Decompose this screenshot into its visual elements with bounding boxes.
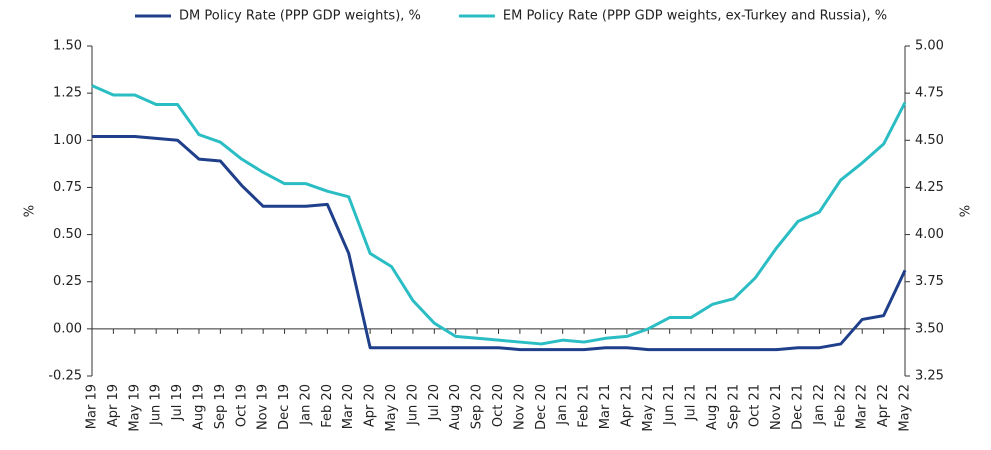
y2-tick-label: 4.00 [915,227,944,242]
x-tick-label: Feb 22 [833,384,848,428]
x-tick-label: Jan 20 [298,384,313,426]
y-tick-label: 0.50 [53,227,82,242]
y2-tick-label: 3.50 [915,321,944,336]
x-tick-label: Oct 20 [491,384,506,427]
x-tick-label: Apr 22 [876,384,891,427]
x-tick-label: Apr 21 [619,384,634,427]
x-tick-label: Oct 21 [748,384,763,427]
x-tick-label: Mar 22 [855,384,870,429]
y-tick-label: 0.00 [53,321,82,336]
y2-tick-label: 4.50 [915,133,944,148]
x-tick-label: Aug 20 [448,384,463,430]
x-tick-label: Apr 20 [363,384,378,427]
x-tick-label: May 19 [127,384,142,432]
y2-tick-label: 5.00 [915,39,944,54]
legend-label: EM Policy Rate (PPP GDP weights, ex-Turk… [503,9,887,24]
x-tick-label: Jan 22 [812,384,827,426]
x-tick-label: Aug 19 [191,384,206,430]
y2-axis-label: % [959,205,974,217]
x-tick-label: Dec 20 [534,384,549,430]
legend-label: DM Policy Rate (PPP GDP weights), % [179,9,421,24]
x-tick-label: Mar 21 [598,384,613,429]
x-tick-label: Dec 21 [791,384,806,430]
y-tick-label: 1.25 [53,86,82,101]
x-tick-label: Jul 19 [170,384,185,421]
x-tick-label: Sep 20 [470,384,485,429]
y-tick-label: -0.25 [48,369,82,384]
x-tick-label: May 22 [898,384,913,432]
x-tick-label: Dec 19 [277,384,292,430]
x-tick-label: Oct 19 [234,384,249,427]
x-tick-label: Mar 20 [341,384,356,429]
x-tick-label: Nov 21 [769,384,784,430]
x-tick-label: Jun 21 [662,384,677,426]
x-tick-label: Jun 19 [149,384,164,426]
x-tick-label: Jul 20 [427,384,442,421]
y2-tick-label: 4.75 [915,86,944,101]
line-series [92,135,907,352]
y2-tick-label: 4.25 [915,180,944,195]
y-tick-label: 1.50 [53,39,82,54]
x-tick-label: Jan 21 [555,384,570,426]
x-tick-label: Mar 19 [85,384,100,429]
y-axis-label: % [23,205,38,217]
y-tick-label: 0.75 [53,180,82,195]
x-tick-label: Feb 21 [577,384,592,428]
x-tick-label: Feb 20 [320,384,335,428]
x-tick-label: May 20 [384,384,399,432]
x-tick-label: Aug 21 [705,384,720,430]
x-tick-label: Jul 21 [684,384,699,421]
x-tick-label: Sep 21 [726,384,741,429]
x-tick-label: Sep 19 [213,384,228,429]
y-tick-label: 0.25 [53,274,82,289]
x-tick-label: Jun 20 [405,384,420,426]
y2-tick-label: 3.25 [915,369,944,384]
x-tick-label: Nov 19 [256,384,271,430]
x-tick-label: Apr 19 [106,384,121,427]
x-tick-label: Nov 20 [512,384,527,430]
x-tick-label: May 21 [641,384,656,432]
y2-tick-label: 3.75 [915,274,944,289]
line-series [91,84,907,346]
y-tick-label: 1.00 [53,133,82,148]
